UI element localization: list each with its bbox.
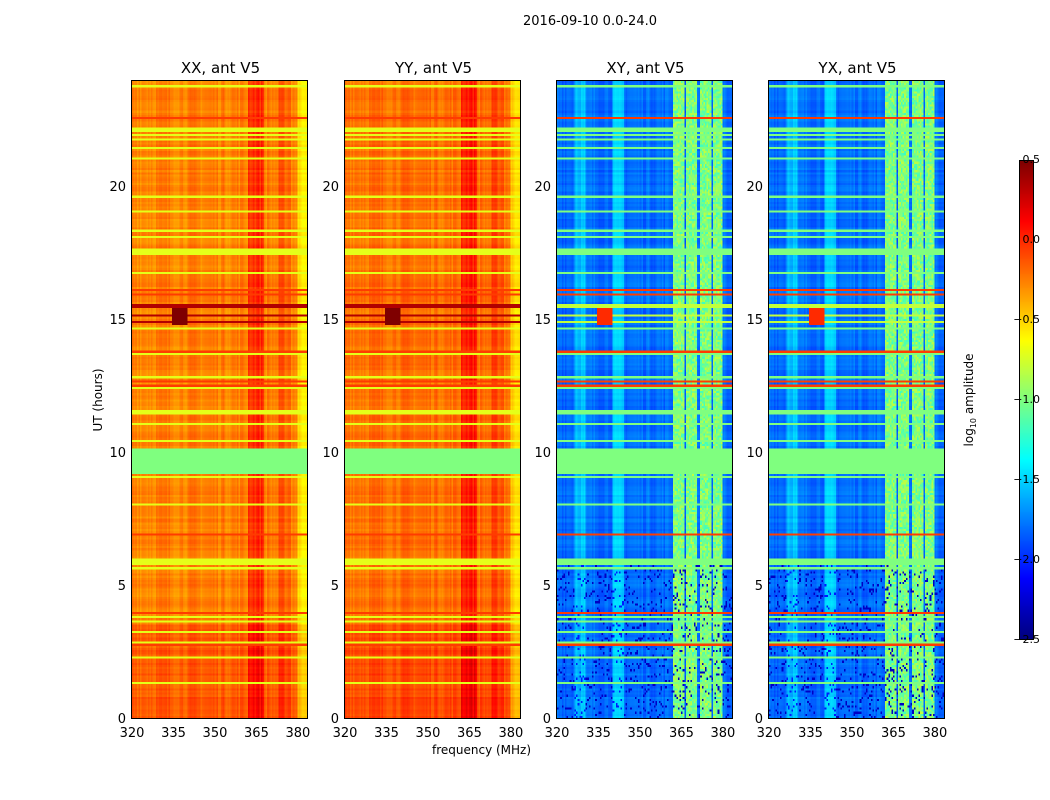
colorbar-tick-label: −1.0: [1013, 393, 1040, 406]
heatmap-panel-1: XX, ant V5 320 335 350 365 380 0 5 10 15 20: [109, 59, 310, 741]
heatmap-image: [345, 81, 520, 718]
x-axis-label: frequency (MHz): [432, 743, 532, 757]
heatmap-image: [132, 81, 307, 718]
x-tick-label: 380: [710, 726, 736, 741]
figure-title: 2016-09-10 0.0-24.0: [523, 14, 657, 29]
panel-title: XX, ant V5: [180, 59, 261, 77]
x-tick-label: 350: [202, 726, 228, 741]
x-tick-label: 350: [839, 726, 865, 741]
y-tick-label: 10: [109, 445, 126, 461]
colorbar: [1019, 160, 1034, 640]
heatmap-panel-4: YX, ant V5 320 335 350 365 380 0 5 10 15 20: [746, 59, 947, 741]
colorbar-tick-label: −2.0: [1013, 553, 1040, 566]
panel-title: YY, ant V5: [394, 59, 472, 77]
heatmap-image: [769, 81, 944, 718]
x-tick-label: 320: [756, 726, 782, 741]
x-tick-label: 335: [161, 726, 186, 741]
y-tick-label: 20: [109, 179, 126, 195]
x-tick-label: 380: [285, 726, 311, 741]
x-tick-label: 335: [798, 726, 823, 741]
y-tick-label: 0: [330, 712, 339, 727]
y-tick-label: 15: [109, 312, 126, 328]
panel-title: YX, ant V5: [818, 59, 897, 77]
x-tick-label: 335: [374, 726, 399, 741]
y-tick-label: 10: [322, 445, 339, 461]
y-tick-label: 10: [534, 445, 551, 461]
x-tick-label: 320: [332, 726, 358, 741]
x-tick-label: 365: [244, 726, 269, 741]
y-tick-label: 15: [534, 312, 551, 328]
x-tick-label: 335: [586, 726, 611, 741]
y-tick-label: 5: [330, 578, 339, 594]
y-tick-label: 15: [746, 312, 763, 328]
y-tick-label: 10: [746, 445, 763, 461]
x-tick-label: 365: [881, 726, 906, 741]
colorbar-tick-label: 0.5: [1022, 153, 1041, 166]
x-tick-label: 365: [669, 726, 694, 741]
panel-title: XY, ant V5: [606, 59, 685, 77]
heatmap-panel-2: YY, ant V5 320 335 350 365 380 0 5 10 15 20: [322, 59, 523, 741]
colorbar-tick-label: −0.5: [1013, 313, 1040, 326]
heatmap-panel-3: XY, ant V5 320 335 350 365 380 0 5 10 15 20: [534, 59, 735, 741]
y-tick-label: 5: [542, 578, 551, 594]
y-tick-label: 20: [746, 179, 763, 195]
x-tick-label: 380: [922, 726, 948, 741]
y-axis-label: UT (hours): [91, 368, 105, 432]
x-tick-label: 365: [457, 726, 482, 741]
y-tick-label: 0: [754, 712, 763, 727]
y-tick-label: 15: [322, 312, 339, 328]
x-tick-label: 320: [119, 726, 145, 741]
y-tick-label: 20: [534, 179, 551, 195]
heatmap-image: [557, 81, 732, 718]
y-tick-label: 20: [322, 179, 339, 195]
x-tick-label: 380: [498, 726, 524, 741]
colorbar-tick-label: −1.5: [1013, 473, 1040, 486]
x-tick-label: 320: [544, 726, 570, 741]
colorbar-label: log10 amplitude: [961, 353, 979, 447]
y-tick-label: 0: [117, 712, 126, 727]
y-tick-label: 5: [117, 578, 126, 594]
x-tick-label: 350: [627, 726, 653, 741]
y-tick-label: 0: [542, 712, 551, 727]
x-tick-label: 350: [415, 726, 441, 741]
colorbar-tick-label: 0.0: [1022, 233, 1041, 246]
y-tick-label: 5: [754, 578, 763, 594]
colorbar-tick-label: −2.5: [1013, 633, 1040, 646]
